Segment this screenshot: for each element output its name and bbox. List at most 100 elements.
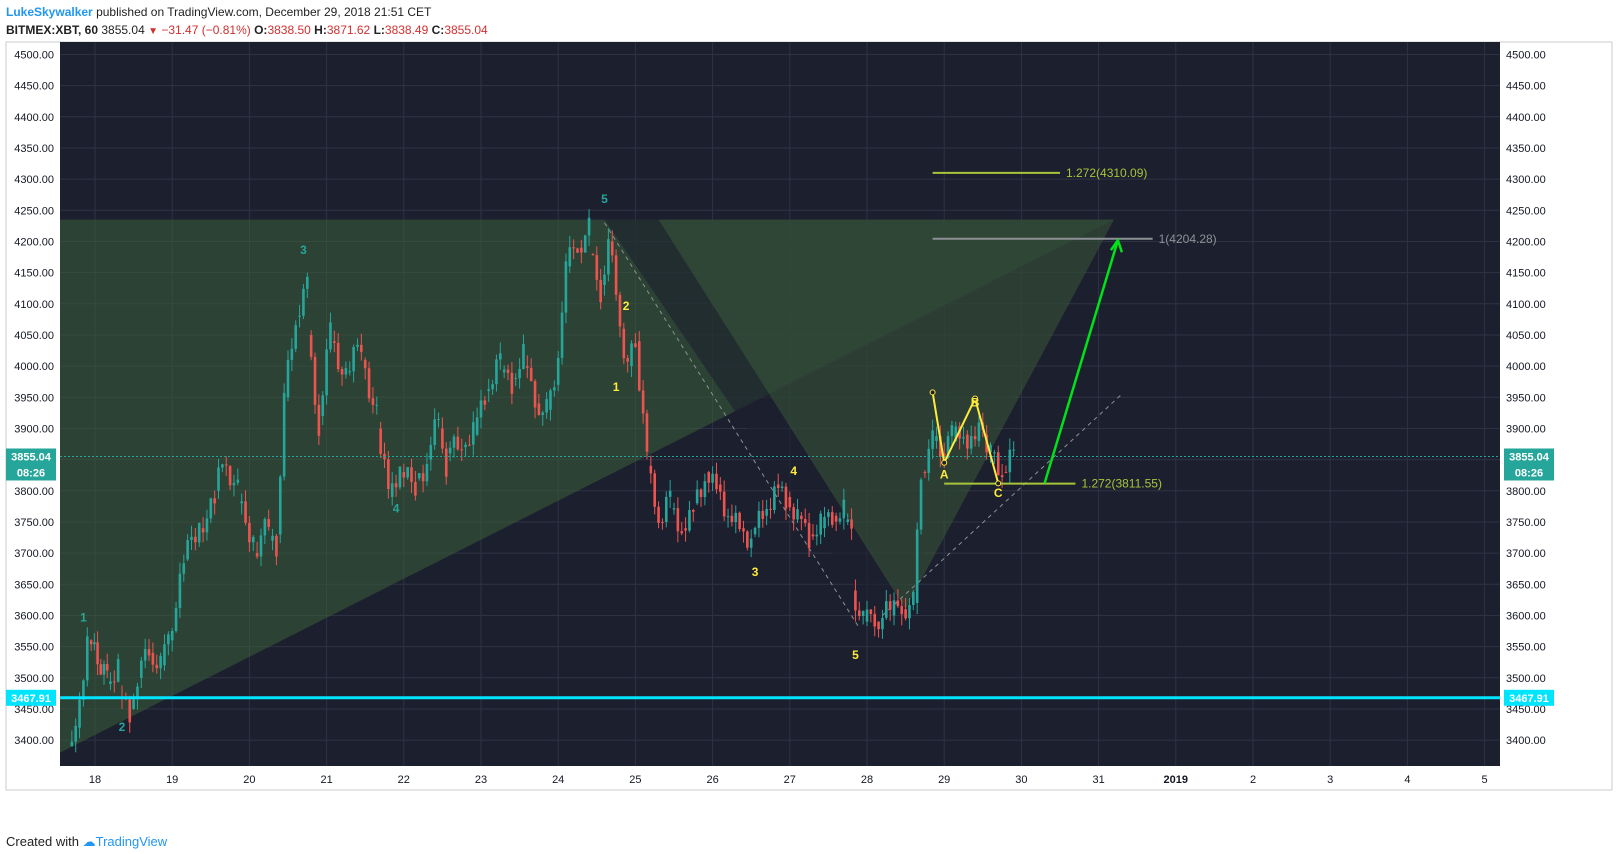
- candle-body: [356, 344, 359, 347]
- high-value: 3871.62: [326, 23, 371, 37]
- time-tick: 23: [475, 774, 487, 786]
- price-tick-left: 4350.00: [14, 143, 54, 155]
- price-tick-left: 3700.00: [14, 548, 54, 560]
- candle-body: [221, 464, 224, 468]
- price-tick-left: 4000.00: [14, 361, 54, 373]
- candle-body: [661, 521, 664, 523]
- candle-body: [102, 664, 106, 675]
- candle-body: [753, 527, 757, 535]
- support-price-badge: 3467.91: [11, 693, 51, 705]
- candle-body: [896, 600, 900, 606]
- candle-body: [927, 448, 931, 473]
- time-tick: 29: [938, 774, 950, 786]
- candle-body: [796, 509, 799, 520]
- chart-publish-info: LukeSkywalker published on TradingView.c…: [6, 5, 431, 19]
- projection-arrow: [1043, 239, 1120, 484]
- price-tick-left: 4400.00: [14, 112, 54, 124]
- candle-body: [769, 508, 772, 510]
- dashed-channel: [882, 393, 1123, 616]
- candle-body: [479, 400, 483, 418]
- price-tick-left: 4050.00: [14, 330, 54, 342]
- candle-body: [336, 342, 340, 370]
- candle-body: [719, 484, 722, 492]
- time-tick: 5: [1482, 774, 1488, 786]
- candle-body: [626, 358, 629, 362]
- candle-body: [471, 422, 475, 445]
- candle-body: [757, 510, 761, 528]
- candle-body: [236, 479, 240, 483]
- candle-body: [672, 508, 676, 510]
- candle-body: [599, 279, 602, 303]
- author-link[interactable]: LukeSkywalker: [6, 5, 93, 19]
- candle-body: [950, 425, 954, 437]
- price-tick-left: 3650.00: [14, 579, 54, 591]
- candle-body: [526, 366, 529, 368]
- price-tick-left: 4150.00: [14, 268, 54, 280]
- symbol[interactable]: BITMEX:XBT, 60: [6, 23, 99, 37]
- candle-body: [402, 472, 406, 478]
- candle-body: [194, 536, 197, 543]
- candle-body: [340, 369, 344, 375]
- candle-body: [417, 473, 421, 479]
- candle-body: [583, 235, 587, 253]
- candle-body: [749, 538, 753, 548]
- candle-body: [379, 428, 382, 454]
- candle-body: [228, 465, 232, 486]
- candle-body: [881, 617, 884, 630]
- price-tick-right: 4500.00: [1506, 49, 1546, 61]
- abc-label: A: [940, 467, 949, 481]
- candle-body: [387, 459, 390, 489]
- candle-body: [688, 510, 691, 531]
- candle-body: [186, 540, 189, 560]
- candle-body: [89, 640, 93, 645]
- candle-body: [900, 605, 904, 615]
- candle-body: [429, 444, 433, 460]
- candle-body: [421, 473, 425, 482]
- candle-body: [776, 484, 780, 489]
- candle-body: [641, 390, 645, 414]
- wave-label-yellow: 3: [752, 565, 759, 579]
- candle-body: [140, 660, 143, 678]
- candle-body: [209, 498, 213, 519]
- abc-label: B: [971, 396, 980, 410]
- time-tick: 22: [398, 774, 410, 786]
- candle-body: [178, 573, 182, 609]
- candle-body: [99, 664, 103, 675]
- price-tick-left: 3500.00: [14, 673, 54, 685]
- candle-body: [93, 642, 96, 645]
- candle-body: [742, 528, 745, 532]
- candle-body: [684, 528, 687, 531]
- candle-body: [730, 515, 734, 522]
- zigzag-point: [972, 395, 979, 402]
- candle-body: [549, 390, 552, 410]
- candle-body: [437, 419, 440, 421]
- candle-body: [190, 536, 193, 541]
- high-label: H:: [314, 23, 327, 37]
- candle-body: [487, 389, 491, 392]
- wave-label-yellow: 2: [623, 299, 630, 313]
- candle-body: [637, 341, 641, 391]
- candle-body: [591, 253, 595, 256]
- candle-body: [491, 384, 494, 390]
- candle-body: [333, 341, 336, 343]
- candle-body: [143, 649, 147, 661]
- tradingview-brand[interactable]: TradingView: [95, 834, 168, 849]
- candle-body: [773, 486, 776, 510]
- candle-body: [885, 601, 888, 618]
- fib-level-label: 1.272(4310.09): [1066, 166, 1147, 180]
- price-tick-right: 3400.00: [1506, 735, 1546, 747]
- candle-body: [823, 516, 826, 529]
- candle-body: [614, 255, 618, 295]
- symbol-ohlc-line: BITMEX:XBT, 60 3855.04 ▼ −31.47 (−0.81%)…: [6, 23, 488, 37]
- candle-body: [923, 472, 927, 474]
- price-tick-right: 4000.00: [1506, 361, 1546, 373]
- candle-body: [908, 605, 911, 619]
- candle-body: [217, 467, 220, 491]
- candle-body: [398, 466, 402, 488]
- candle-body: [946, 436, 950, 458]
- candle-body: [159, 655, 162, 669]
- price-tick-right: 3600.00: [1506, 610, 1546, 622]
- time-tick: 2: [1250, 774, 1256, 786]
- candle-body: [113, 681, 116, 683]
